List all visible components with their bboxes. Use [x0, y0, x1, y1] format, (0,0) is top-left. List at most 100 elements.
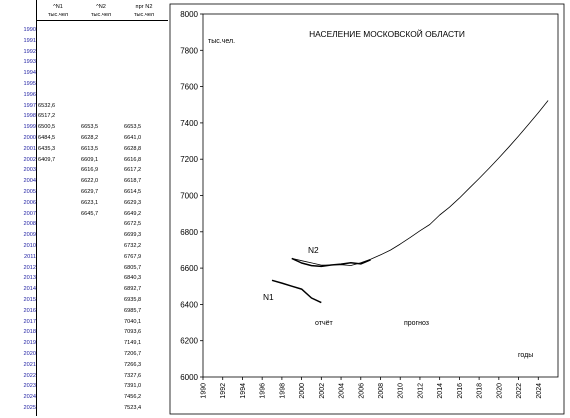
year-cell: 2021 — [23, 361, 36, 368]
value-cell-col2: 6609,1 — [81, 156, 99, 163]
x-tick-label: 1992 — [220, 383, 227, 399]
y-tick-label: 7800 — [180, 46, 198, 55]
x-tick-label: 2020 — [496, 383, 503, 399]
value-cell-col2: 6616,9 — [81, 167, 99, 174]
x-tick-label: 2018 — [477, 383, 484, 399]
sheet-hline — [36, 20, 168, 21]
year-cell: 2014 — [23, 286, 36, 293]
year-cell: 2003 — [23, 167, 36, 174]
column-unit-3: тыс.чел — [133, 12, 155, 18]
value-cell-col3: 6840,3 — [124, 275, 142, 282]
year-cell: 2022 — [23, 372, 36, 379]
x-tick-label: 2014 — [437, 383, 444, 399]
value-cell-col3: 6767,9 — [124, 253, 142, 260]
x-tick-label: 2010 — [398, 383, 405, 399]
value-cell-col3: 7149,1 — [124, 340, 142, 347]
chart-title: НАСЕЛЕНИЕ МОСКОВСКОЙ ОБЛАСТИ — [309, 28, 465, 39]
year-cell: 1999 — [23, 124, 36, 131]
year-cell: 2023 — [23, 383, 36, 390]
year-cell: 1993 — [23, 59, 36, 66]
column-unit-2: тыс.чел — [90, 12, 112, 18]
value-cell-col3: 6672,5 — [124, 221, 142, 228]
column-header-3: прг N2 — [135, 4, 153, 10]
year-cell: 2004 — [23, 178, 36, 185]
y-tick-label: 7400 — [180, 119, 198, 128]
year-cell: 2024 — [23, 394, 36, 401]
year-cell: 1998 — [23, 113, 36, 120]
value-cell-col2: 6613,5 — [81, 145, 99, 152]
year-cell: 1991 — [23, 37, 36, 44]
y-tick-label: 6400 — [180, 300, 198, 309]
year-cell: 2007 — [23, 210, 36, 217]
year-cell: 2008 — [23, 221, 36, 228]
y-tick-label: 7600 — [180, 83, 198, 92]
year-cell: 2013 — [23, 275, 36, 282]
x-tick-label: 2000 — [299, 383, 306, 399]
value-cell-col3: 6629,3 — [124, 199, 142, 206]
series-label-n1: N1 — [263, 292, 274, 302]
value-cell-col3: 7040,1 — [124, 318, 142, 325]
year-cell: 1997 — [23, 102, 36, 109]
value-cell-col3: 7456,2 — [124, 394, 142, 401]
x-tick-label: 1990 — [201, 383, 208, 399]
value-cell-col1: 6532,6 — [38, 102, 56, 109]
value-cell-col2: 6628,2 — [81, 135, 99, 141]
x-tick-label: 2008 — [378, 383, 385, 399]
year-cell: 2017 — [23, 318, 36, 325]
y-tick-label: 8000 — [180, 10, 198, 19]
x-tick-label: 2024 — [536, 383, 543, 399]
value-cell-col3: 6628,8 — [124, 145, 142, 152]
value-cell-col3: 6616,8 — [124, 156, 142, 163]
value-cell-col3: 6653,5 — [124, 124, 142, 131]
series-label-n2: N2 — [308, 245, 319, 255]
year-cell: 2010 — [23, 243, 36, 249]
value-cell-col3: 6732,2 — [124, 243, 142, 249]
year-cell: 1996 — [23, 91, 36, 98]
value-cell-col3: 7093,6 — [124, 329, 142, 336]
value-cell-col1: 6500,5 — [38, 124, 56, 131]
value-cell-col3: 7206,7 — [124, 351, 142, 357]
year-cell: 2019 — [23, 340, 36, 347]
value-cell-col1: 6435,3 — [38, 145, 56, 152]
value-cell-col3: 6805,7 — [124, 264, 142, 271]
x-tick-label: 1998 — [279, 383, 286, 399]
year-cell: 2018 — [23, 329, 36, 336]
year-cell: 2001 — [23, 145, 36, 152]
year-cell: 2016 — [23, 307, 36, 314]
sheet-vline — [36, 0, 37, 416]
x-axis-label: годы — [518, 352, 533, 359]
annotation-forecast: прогноз — [404, 320, 429, 327]
value-cell-col2: 6629,7 — [81, 189, 99, 195]
value-cell-col2: 6645,7 — [81, 210, 99, 217]
value-cell-col3: 6935,8 — [124, 297, 142, 303]
x-tick-label: 2002 — [319, 383, 326, 399]
year-cell: 2015 — [23, 297, 36, 303]
column-unit-1: тыс.чел — [47, 12, 69, 18]
value-cell-col3: 7266,3 — [124, 361, 142, 368]
series-forecast-line — [291, 100, 549, 266]
year-cell: 1995 — [23, 81, 36, 87]
value-cell-col3: 6614,5 — [124, 189, 142, 195]
value-cell-col3: 6641,0 — [124, 135, 142, 141]
year-cell: 1992 — [23, 48, 36, 55]
value-cell-col3: 6618,7 — [124, 178, 142, 185]
year-cell: 2000 — [23, 135, 36, 141]
value-cell-col2: 6622,0 — [81, 178, 99, 185]
year-cell: 2012 — [23, 264, 36, 271]
value-cell-col2: 6623,1 — [81, 199, 99, 206]
value-cell-col3: 6699,3 — [124, 232, 142, 239]
value-cell-col1: 6409,7 — [38, 156, 56, 163]
x-tick-label: 2022 — [516, 383, 523, 399]
year-cell: 1994 — [23, 70, 36, 77]
y-tick-label: 6600 — [180, 264, 198, 273]
y-tick-label: 7200 — [180, 155, 198, 164]
x-tick-label: 2012 — [417, 383, 424, 399]
x-tick-label: 1994 — [240, 383, 247, 399]
column-header-2: ^N2 — [96, 4, 106, 10]
year-cell: 2002 — [23, 156, 36, 163]
y-tick-label: 7000 — [180, 192, 198, 201]
x-tick-label: 2004 — [339, 383, 346, 399]
series-n1-line — [271, 279, 322, 304]
year-cell: 2005 — [23, 189, 36, 195]
